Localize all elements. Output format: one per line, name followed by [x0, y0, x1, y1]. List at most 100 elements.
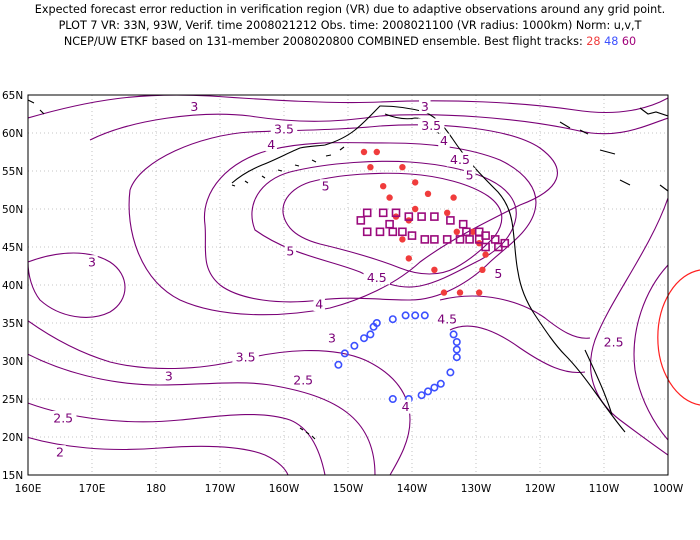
contour-label: 3: [190, 99, 198, 114]
contour-label: 5: [466, 167, 474, 182]
contour-label: 4.5: [450, 152, 470, 167]
blue-track-point: [452, 345, 461, 354]
lon-tick-label: 140W: [397, 483, 428, 495]
blue-track-point: [411, 311, 420, 320]
purple-track-point: [458, 219, 468, 229]
contour-label: 5: [322, 179, 330, 194]
blue-track-point: [430, 383, 439, 392]
contour-label: 4: [315, 297, 323, 312]
lat-tick-label: 55N: [2, 166, 23, 178]
contour-label-bg: [363, 270, 391, 285]
red-track-point: [476, 289, 483, 296]
lat-tick-label: 25N: [2, 394, 23, 406]
red-track-point: [424, 190, 432, 197]
red-track-point: [456, 289, 464, 296]
purple-track-point: [362, 208, 372, 218]
red-track-point: [453, 228, 460, 235]
purple-track-point: [490, 235, 500, 244]
contour-label: 3.5: [236, 350, 256, 365]
contour-label-bg: [86, 255, 98, 270]
purple-track-point: [455, 235, 465, 244]
purple-track-point: [465, 235, 474, 244]
contour-label-bg: [600, 335, 627, 349]
purple-track-point: [378, 208, 388, 218]
lon-tick-label: 170E: [79, 483, 106, 495]
coastline-baja: [584, 349, 613, 416]
blue-track-point: [340, 349, 349, 358]
lat-tick-label: 65N: [2, 90, 23, 102]
legend-track-purple: 60: [621, 35, 637, 48]
lat-tick-label: 50N: [2, 204, 23, 216]
blue-track-point: [417, 391, 426, 400]
contour-label: 3.5: [274, 122, 294, 137]
contour-label-bg: [270, 122, 298, 137]
red-track-point: [399, 164, 406, 171]
lon-tick-label: 180: [146, 483, 166, 495]
contour-label-bg: [419, 99, 431, 114]
contour-label-bg: [232, 350, 259, 365]
blue-track-point: [452, 353, 461, 362]
contour-label: 2: [56, 445, 64, 460]
title-block: Expected forecast error reduction in ver…: [0, 2, 700, 50]
contour-label-bg: [289, 373, 317, 387]
contour-line: [449, 325, 586, 374]
blue-track-point: [401, 311, 410, 320]
contour-line: [28, 402, 326, 475]
purple-track-point: [404, 212, 414, 221]
contour-label-bg: [463, 167, 476, 182]
red-track-point: [367, 164, 374, 171]
blue-track-point: [359, 334, 368, 343]
contour-label: 4: [402, 399, 410, 414]
contour-label: 3: [88, 255, 96, 270]
title-line-3: NCEP/UW ETKF based on 131-member 2008020…: [0, 34, 700, 50]
contour-label: 2.5: [604, 335, 624, 350]
contour-label-bg: [438, 133, 450, 148]
blue-track-point: [366, 330, 375, 339]
contour-line: [282, 172, 503, 275]
contour-label: 3.5: [421, 118, 441, 133]
red-track-point: [444, 209, 451, 216]
contour-line: [633, 264, 668, 441]
contour-label-bg: [492, 266, 505, 281]
purple-track-point: [388, 227, 398, 237]
purple-track-point: [356, 216, 366, 225]
red-track-point: [469, 228, 476, 235]
contour-line: [28, 353, 376, 475]
red-track-point: [479, 266, 486, 273]
purple-track-point: [494, 242, 503, 252]
red-track-point: [482, 251, 489, 258]
lat-tick-label: 15N: [2, 470, 23, 482]
lon-tick-label: 120W: [525, 483, 556, 495]
blue-track-point: [446, 368, 455, 377]
red-track-point: [450, 194, 457, 201]
coastline-islands: [231, 146, 345, 187]
purple-track-point: [362, 227, 372, 237]
title-line-1: Expected forecast error reduction in ver…: [34, 3, 666, 16]
contour-line: [28, 252, 126, 318]
purple-track-point: [442, 235, 452, 244]
lon-tick-label: 160W: [269, 483, 300, 495]
blue-track-point: [423, 387, 432, 396]
lat-lon-grid: [28, 95, 668, 475]
contour-line: [128, 124, 558, 316]
contour-line: [251, 160, 517, 288]
lon-tick-label: 160E: [15, 483, 42, 495]
lat-tick-label: 40N: [2, 280, 23, 292]
lat-tick-label: 35N: [2, 318, 23, 330]
contour-line: [590, 197, 668, 456]
blue-track-point: [449, 330, 458, 339]
contour-label-bg: [399, 399, 412, 414]
red-track-point: [412, 179, 419, 186]
red-track-point: [431, 266, 438, 273]
blue-track-point: [420, 311, 429, 320]
contour-label: 3: [328, 331, 336, 346]
contour-label: 5: [494, 266, 502, 281]
plot-frame: [27, 94, 669, 476]
purple-track-point: [417, 212, 426, 221]
contour-label-bg: [54, 445, 66, 460]
coastline-mainland: [559, 121, 631, 186]
contour-label-bg: [284, 243, 297, 258]
lat-tick-label: 20N: [2, 432, 23, 444]
